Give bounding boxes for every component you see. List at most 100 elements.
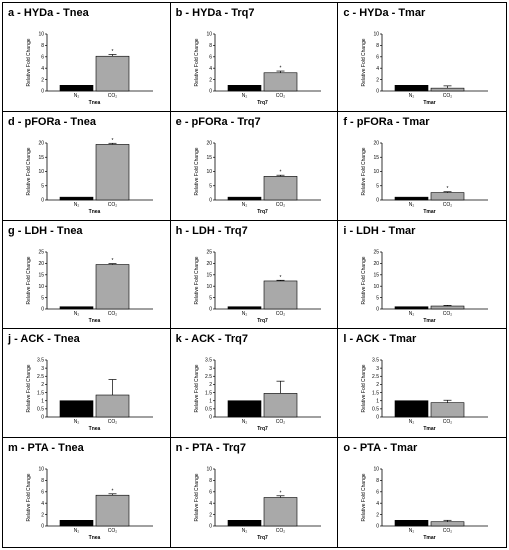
y-tick-label: 10 xyxy=(38,467,44,473)
y-tick-label: 4 xyxy=(377,66,380,72)
significance-marker: * xyxy=(279,66,281,72)
bar-chart: Relative Fold Change 0 5 10 15 20 N₂ * CO₂ Trq7 xyxy=(194,140,321,215)
y-tick-label: 6 xyxy=(377,490,380,496)
x-axis-label: Tnea xyxy=(89,535,101,541)
x-tick-label: N₂ xyxy=(241,311,247,317)
bar-co2 xyxy=(431,305,465,309)
y-tick-label: 5 xyxy=(41,183,44,189)
chart-panel-c: c - HYDa - Tmar Relative Fold Change 0 2 4 6 8… xyxy=(338,3,506,112)
bar-co2 xyxy=(263,393,297,418)
x-tick-label: CO₂ xyxy=(443,528,453,534)
y-tick-label: 10 xyxy=(374,169,380,175)
bar-n2 xyxy=(59,306,94,309)
significance-marker: * xyxy=(279,170,281,176)
y-tick-label: 15 xyxy=(206,155,212,161)
bar-chart: Relative Fold Change 0 0.5 1 1.5 2 2.5 3 3.5 N₂ CO… xyxy=(361,358,489,432)
y-axis-label: Relative Fold Change xyxy=(361,256,367,304)
y-tick-label: 2.5 xyxy=(37,374,44,380)
chart-panel-m: m - PTA - Tnea Relative Fold Change 0 2 4 6 8 1… xyxy=(3,438,171,547)
bar-n2 xyxy=(227,306,261,309)
y-tick-label: 8 xyxy=(209,478,212,484)
bar-chart: Relative Fold Change 0 5 10 15 20 N₂ * CO₂ Tmar xyxy=(361,140,489,215)
y-tick-label: 3 xyxy=(41,366,44,372)
y-tick-label: 15 xyxy=(206,272,212,278)
y-axis-label: Relative Fold Change xyxy=(26,365,32,413)
y-tick-label: 2 xyxy=(377,512,380,518)
y-tick-label: 2 xyxy=(41,383,44,389)
chart-title: c - HYDa - Tmar xyxy=(343,7,426,19)
y-tick-label: 5 xyxy=(41,295,44,301)
bar-chart: Relative Fold Change 0 5 10 15 20 N₂ * CO₂ Tnea xyxy=(26,138,153,215)
y-tick-label: 0 xyxy=(209,197,212,203)
bar-n2 xyxy=(227,196,261,201)
y-tick-label: 3 xyxy=(209,366,212,372)
chart-panel-e: e - pFORa - Trq7 Relative Fold Change 0 5 10… xyxy=(170,111,339,221)
x-axis-label: Tnea xyxy=(89,426,101,432)
chart-panel-b: b - HYDa - Trq7 Relative Fold Change 0 2 4 6 8… xyxy=(170,3,339,112)
y-tick-label: 0 xyxy=(41,415,44,421)
y-tick-label: 2 xyxy=(377,77,380,83)
bar-chart: Relative Fold Change 0 2 4 6 8 10 N₂ * CO₂ Tnea xyxy=(26,32,153,106)
bar-co2 xyxy=(95,55,130,92)
significance-marker: * xyxy=(112,258,114,264)
y-tick-label: 25 xyxy=(374,249,380,255)
x-axis-label: Trq7 xyxy=(257,100,268,106)
y-tick-label: 4 xyxy=(41,501,44,507)
significance-marker: * xyxy=(112,138,114,144)
y-tick-label: 6 xyxy=(209,55,212,61)
bar-chart: Relative Fold Change 0 5 10 15 20 25 N₂ CO₂ Tmar xyxy=(361,249,489,324)
y-tick-label: 10 xyxy=(206,169,212,175)
y-tick-label: 8 xyxy=(377,478,380,484)
y-tick-label: 10 xyxy=(38,283,44,289)
bar-co2 xyxy=(95,395,130,418)
bar-chart: Relative Fold Change 0 2 4 6 8 10 N₂ CO₂ Tmar xyxy=(361,32,489,106)
chart-panel-h: h - LDH - Trq7 Relative Fold Change 0 5 10 15… xyxy=(170,220,339,330)
chart-panel-o: o - PTA - Tmar Relative Fold Change 0 2 4 6 8 1… xyxy=(338,438,506,547)
chart-panel-j: j - ACK - Tnea Relative Fold Change 0 0.5 1 1… xyxy=(3,329,171,439)
chart-panel-f: f - pFORa - Tmar Relative Fold Change 0 5 10… xyxy=(338,112,506,221)
x-tick-label: N₂ xyxy=(409,419,415,425)
chart-panel-n: n - PTA - Trq7 Relative Fold Change 0 2 4 6 8 1… xyxy=(171,438,339,547)
y-tick-label: 8 xyxy=(209,43,212,49)
bar-n2 xyxy=(59,196,94,201)
x-tick-label: N₂ xyxy=(409,93,415,99)
y-tick-label: 10 xyxy=(206,283,212,289)
chart-panel-l: l - ACK - Tmar Relative Fold Change 0 0.5 1 1… xyxy=(338,329,506,439)
bar-n2 xyxy=(395,520,429,527)
x-axis-label: Tnea xyxy=(89,318,101,324)
x-tick-label: CO₂ xyxy=(443,419,453,425)
y-tick-label: 0 xyxy=(377,415,380,421)
bar-chart: Relative Fold Change 0 2 4 6 8 10 N₂ CO₂ Tmar xyxy=(361,467,489,541)
y-tick-label: 4 xyxy=(377,501,380,507)
bar-n2 xyxy=(59,85,94,92)
bar-co2 xyxy=(431,87,465,92)
chart-title: h - LDH - Trq7 xyxy=(175,224,248,237)
y-tick-label: 6 xyxy=(377,55,380,61)
y-tick-label: 2 xyxy=(41,77,44,83)
x-tick-label: N₂ xyxy=(74,93,80,99)
bar-chart: Relative Fold Change 0 2 4 6 8 10 N₂ * CO₂ Trq7 xyxy=(194,32,321,106)
x-tick-label: CO₂ xyxy=(108,202,118,208)
chart-title: m - PTA - Tnea xyxy=(8,442,84,455)
y-tick-label: 15 xyxy=(374,155,380,161)
x-tick-label: CO₂ xyxy=(275,202,285,208)
y-axis-label: Relative Fold Change xyxy=(194,38,200,86)
y-tick-label: 0.5 xyxy=(205,407,212,413)
y-tick-label: 0 xyxy=(41,89,44,95)
y-tick-label: 20 xyxy=(206,261,212,267)
y-axis-label: Relative Fold Change xyxy=(26,473,32,521)
x-tick-label: N₂ xyxy=(409,528,415,534)
y-tick-label: 2 xyxy=(377,383,380,389)
x-tick-label: CO₂ xyxy=(443,311,453,317)
y-tick-label: 15 xyxy=(38,155,44,161)
chart-panel-k: k - ACK - Trq7 Relative Fold Change 0 0.5 1 1… xyxy=(170,329,339,439)
x-axis-label: Tmar xyxy=(424,209,436,215)
y-tick-label: 0 xyxy=(377,524,380,530)
y-tick-label: 5 xyxy=(377,183,380,189)
x-axis-label: Trq7 xyxy=(257,209,268,215)
y-tick-label: 0 xyxy=(41,524,44,530)
x-tick-label: N₂ xyxy=(241,202,247,208)
bar-n2 xyxy=(395,400,429,418)
y-tick-label: 0 xyxy=(209,306,212,312)
